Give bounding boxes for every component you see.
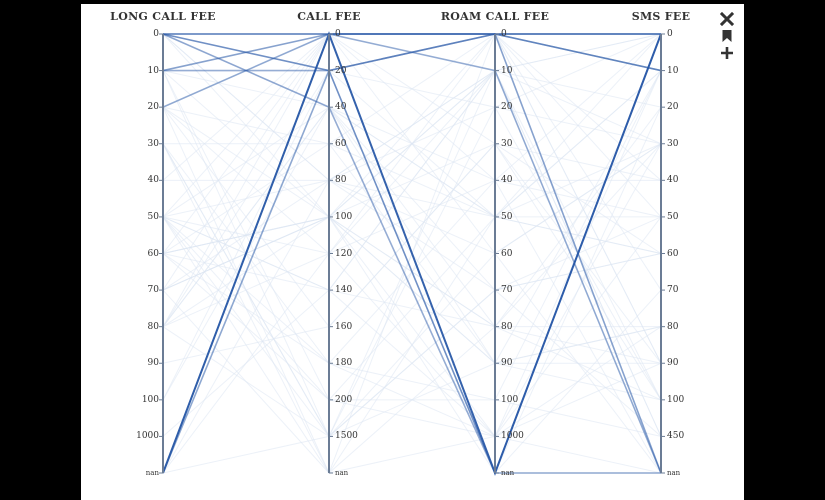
tick-label: 100 <box>501 394 519 405</box>
tick-label: 50 <box>501 211 513 222</box>
tick-label: 40 <box>501 175 513 186</box>
tick-label: 60 <box>667 248 679 259</box>
tick-label: 20 <box>147 102 159 113</box>
tick-label: nan <box>667 469 681 477</box>
tick-label: 30 <box>501 138 513 149</box>
highlighted-record-line[interactable] <box>162 33 662 474</box>
background-record-line <box>162 252 662 438</box>
tick-label: 180 <box>335 358 353 369</box>
background-record-line <box>162 33 662 255</box>
tick-label: 50 <box>147 211 159 222</box>
parallel-coordinates-chart <box>159 31 665 476</box>
tick-label: 70 <box>147 285 159 296</box>
chart-toolbar <box>717 10 737 61</box>
tick-label: 10 <box>667 65 679 76</box>
tick-label: 1000 <box>136 431 159 442</box>
tick-label: 30 <box>667 138 679 149</box>
tick-label: 0 <box>501 29 507 39</box>
tick-label: 60 <box>501 248 513 259</box>
axis-title[interactable]: SMS FEE <box>631 10 691 23</box>
tick-label: 70 <box>667 285 679 296</box>
tick-label: 90 <box>667 358 679 369</box>
tick-label: 0 <box>667 29 673 39</box>
tick-label: 80 <box>501 321 513 332</box>
tick-label: nan <box>501 469 515 477</box>
tick-label: 450 <box>667 431 685 442</box>
tick-label: 50 <box>667 211 679 222</box>
tick-label: 1000 <box>501 431 524 442</box>
tick-label: 20 <box>501 102 513 113</box>
highlighted-record-line[interactable] <box>162 33 661 474</box>
tick-label: 60 <box>335 138 347 149</box>
tick-label: 20 <box>667 102 679 113</box>
background-record-line <box>162 253 662 437</box>
axis-title[interactable]: CALL FEE <box>297 10 361 23</box>
tick-label: 70 <box>501 285 513 296</box>
tick-label: 10 <box>501 65 513 76</box>
tick-label: 200 <box>335 394 353 405</box>
chart-panel: LONG CALL FEE 0 10 20 30 40 50 60 70 80 90 100 1000 n… <box>81 4 744 500</box>
tick-label: 80 <box>667 321 679 332</box>
tick-label: 0 <box>153 29 159 39</box>
tick-label: 80 <box>147 321 159 332</box>
background-record-line <box>162 143 662 254</box>
tick-label: 30 <box>147 138 159 149</box>
tick-label: 100 <box>141 394 159 405</box>
tick-label: nan <box>145 469 159 477</box>
tick-label: 90 <box>147 358 159 369</box>
tick-label: 90 <box>501 358 513 369</box>
tick-label: 20 <box>335 65 347 76</box>
background-record-line <box>162 216 662 438</box>
bookmark-icon[interactable] <box>719 27 735 44</box>
background-record-line <box>162 33 662 218</box>
tick-label: 40 <box>667 175 679 186</box>
plus-icon[interactable] <box>719 44 735 61</box>
tick-label: 60 <box>147 248 159 259</box>
tick-label: 40 <box>335 102 347 113</box>
highlighted-lines-group <box>162 31 662 476</box>
axis-title[interactable]: LONG CALL FEE <box>110 10 216 23</box>
tick-label: 80 <box>335 175 347 186</box>
highlighted-record-line[interactable] <box>162 33 662 474</box>
tick-label: 120 <box>335 248 353 259</box>
tick-label: 10 <box>147 65 159 76</box>
background-record-line <box>162 216 662 474</box>
axes-group <box>159 33 665 474</box>
tick-label: 160 <box>335 321 353 332</box>
tick-label: 100 <box>667 394 685 405</box>
highlighted-record-line[interactable] <box>162 33 662 474</box>
highlighted-record-line[interactable] <box>163 33 661 72</box>
tick-label: 1500 <box>335 431 358 442</box>
tick-label: 100 <box>335 211 353 222</box>
close-icon[interactable] <box>719 10 735 27</box>
tick-label: 40 <box>147 175 159 186</box>
tick-label: nan <box>335 469 349 477</box>
tick-label: 0 <box>335 29 341 39</box>
tick-label: 140 <box>335 285 353 296</box>
highlighted-record-line[interactable] <box>162 33 662 474</box>
axis-title[interactable]: ROAM CALL FEE <box>440 10 550 23</box>
